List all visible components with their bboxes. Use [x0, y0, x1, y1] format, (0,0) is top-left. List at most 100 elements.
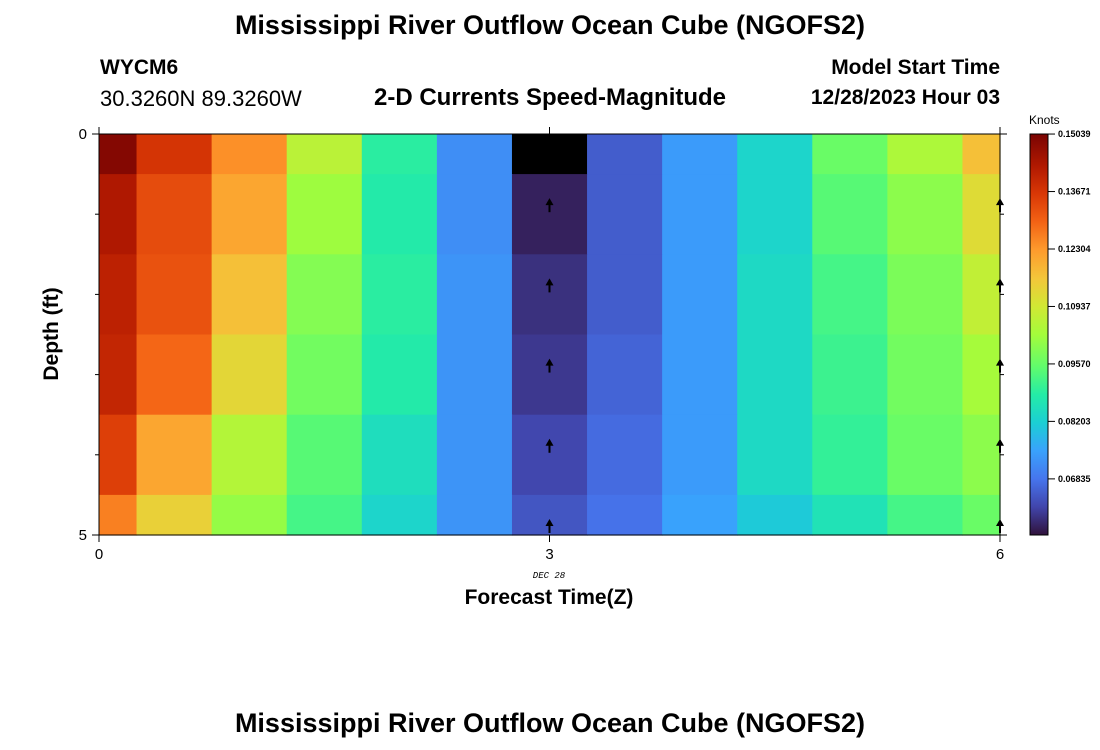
- x-tick-label: 6: [996, 546, 1004, 563]
- heatmap-cell: [962, 494, 1001, 536]
- heatmap-cell: [286, 334, 363, 416]
- heatmap-cell: [887, 134, 964, 175]
- heatmap-cell: [587, 414, 663, 496]
- heatmap-cell: [812, 494, 888, 536]
- heatmap-cell: [812, 254, 888, 336]
- colorbar-tick-label: 0.15039: [1058, 129, 1091, 139]
- heatmap-cell: [887, 174, 964, 255]
- colorbar-tick-label: 0.06835: [1058, 474, 1091, 484]
- main-title: Mississippi River Outflow Ocean Cube (NG…: [234, 10, 866, 40]
- heatmap-cell: [812, 414, 888, 496]
- heatmap-cell: [812, 334, 888, 416]
- heatmap-cell: [436, 254, 513, 336]
- heatmap-cell: [662, 134, 738, 175]
- heatmap-cell: [812, 174, 888, 255]
- heatmap-cell: [511, 134, 588, 175]
- heatmap-cell: [361, 334, 438, 416]
- heatmap-cell: [887, 334, 964, 416]
- colorbar-tick-label: 0.12304: [1058, 244, 1091, 254]
- heatmap-cell: [812, 134, 888, 175]
- heatmap-cell: [286, 414, 363, 496]
- heatmap-cell: [662, 174, 738, 255]
- colorbar-tick-label: 0.09570: [1058, 359, 1091, 369]
- heatmap-cell: [511, 254, 588, 336]
- y-axis-label: Depth (ft): [40, 287, 63, 380]
- colorbar-ticks: 0.15039 0.13671 0.12304 0.10937 0.09570 0.082…: [1048, 129, 1091, 484]
- heatmap-cell: [211, 254, 288, 336]
- heatmap-cell: [361, 174, 438, 255]
- heatmap-cell: [737, 254, 813, 336]
- heatmap-cell: [136, 254, 213, 336]
- heatmap-cell: [737, 174, 813, 255]
- current-arrow: [545, 518, 554, 533]
- heatmap-cell: [361, 494, 438, 536]
- heatmap-cell: [99, 334, 138, 416]
- heatmap-cell: [436, 414, 513, 496]
- heatmap-cell: [361, 414, 438, 496]
- heatmap-cell: [587, 174, 663, 255]
- x-tick-label: 0: [95, 546, 103, 563]
- colorbar-unit-label: Knots: [1029, 113, 1060, 127]
- heatmap-cell: [587, 134, 663, 175]
- heatmap-cell: [136, 414, 213, 496]
- station-id: WYCM6: [100, 56, 179, 79]
- heatmap-cell: [962, 334, 1001, 416]
- heatmap-cell: [511, 334, 588, 416]
- heatmap-cell: [211, 134, 288, 175]
- heatmap-cell: [99, 174, 138, 255]
- heatmap-cell: [136, 174, 213, 255]
- heatmap-cell: [136, 134, 213, 175]
- heatmap-cell: [587, 334, 663, 416]
- heatmap-cell: [436, 174, 513, 255]
- heatmap-cells: [99, 134, 1001, 536]
- model-start-label: Model Start Time: [831, 56, 1000, 79]
- y-tick-label: 5: [79, 527, 87, 544]
- heatmap-cell: [737, 494, 813, 536]
- heatmap-cell: [436, 334, 513, 416]
- heatmap-cell: [436, 134, 513, 175]
- heatmap-cell: [962, 414, 1001, 496]
- current-arrow: [545, 278, 554, 293]
- heatmap-cell: [136, 494, 213, 536]
- current-arrow: [545, 198, 554, 213]
- heatmap-cell: [662, 254, 738, 336]
- heatmap-cell: [511, 414, 588, 496]
- heatmap-cell: [286, 134, 363, 175]
- heatmap-cell: [211, 494, 288, 536]
- model-start-value: 12/28/2023 Hour 03: [810, 86, 1000, 109]
- heatmap-cell: [962, 254, 1001, 336]
- heatmap-cell: [211, 334, 288, 416]
- station-coordinates: 30.3260N 89.3260W: [100, 86, 302, 111]
- heatmap-cell: [286, 494, 363, 536]
- current-arrow: [545, 438, 554, 453]
- x-tick-label: 3: [545, 546, 553, 563]
- heatmap-cell: [887, 414, 964, 496]
- colorbar-tick-label: 0.08203: [1058, 416, 1091, 426]
- heatmap-cell: [887, 494, 964, 536]
- heatmap-cell: [662, 414, 738, 496]
- x-axis-date-label: DEC 28: [533, 571, 566, 581]
- variable-title: 2-D Currents Speed-Magnitude: [373, 84, 727, 111]
- colorbar: [1029, 133, 1049, 536]
- heatmap-cell: [211, 174, 288, 255]
- heatmap-cell: [211, 414, 288, 496]
- heatmap-cell: [136, 334, 213, 416]
- heatmap-cell: [511, 174, 588, 255]
- heatmap-cell: [737, 134, 813, 175]
- heatmap-cell: [962, 134, 1001, 175]
- heatmap-cell: [99, 494, 138, 536]
- y-tick-label: 0: [79, 126, 87, 143]
- heatmap-cell: [587, 254, 663, 336]
- heatmap-cell: [361, 254, 438, 336]
- heatmap-cell: [662, 334, 738, 416]
- heatmap-cell: [99, 254, 138, 336]
- heatmap-cell: [962, 174, 1001, 255]
- current-arrow: [545, 358, 554, 373]
- heatmap-cell: [361, 134, 438, 175]
- heatmap-cell: [737, 414, 813, 496]
- heatmap-cell: [436, 494, 513, 536]
- heatmap-cell: [99, 414, 138, 496]
- heatmap-cell: [286, 254, 363, 336]
- heatmap-cell: [99, 134, 138, 175]
